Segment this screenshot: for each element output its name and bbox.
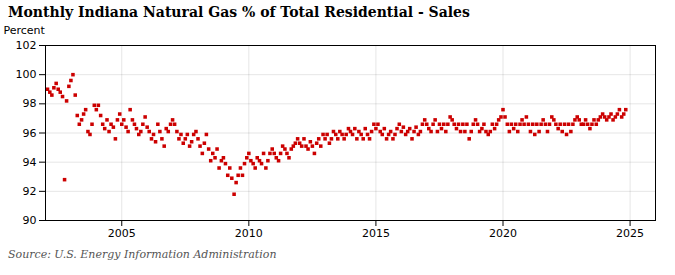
html-text:Monthly Indiana Natural Gas %: Monthly Indiana Natural Gas % of Total R… (8, 4, 470, 20)
svg-text:2010: 2010 (235, 227, 263, 240)
svg-text:2020: 2020 (489, 227, 517, 240)
svg-text:92: 92 (23, 185, 37, 198)
svg-text:2015: 2015 (362, 227, 390, 240)
svg-text:Percent: Percent (4, 24, 46, 37)
svg-text:102: 102 (16, 39, 37, 52)
svg-text:96: 96 (23, 127, 37, 140)
svg-text:94: 94 (23, 156, 37, 169)
svg-text:90: 90 (23, 214, 37, 227)
svg-text:100: 100 (16, 68, 37, 81)
html-text:Source: U.S. Energy Informatio: Source: U.S. Energy Information Administ… (8, 248, 277, 261)
svg-text:2025: 2025 (616, 227, 644, 240)
svg-text:2005: 2005 (108, 227, 136, 240)
svg-text:98: 98 (23, 97, 37, 110)
